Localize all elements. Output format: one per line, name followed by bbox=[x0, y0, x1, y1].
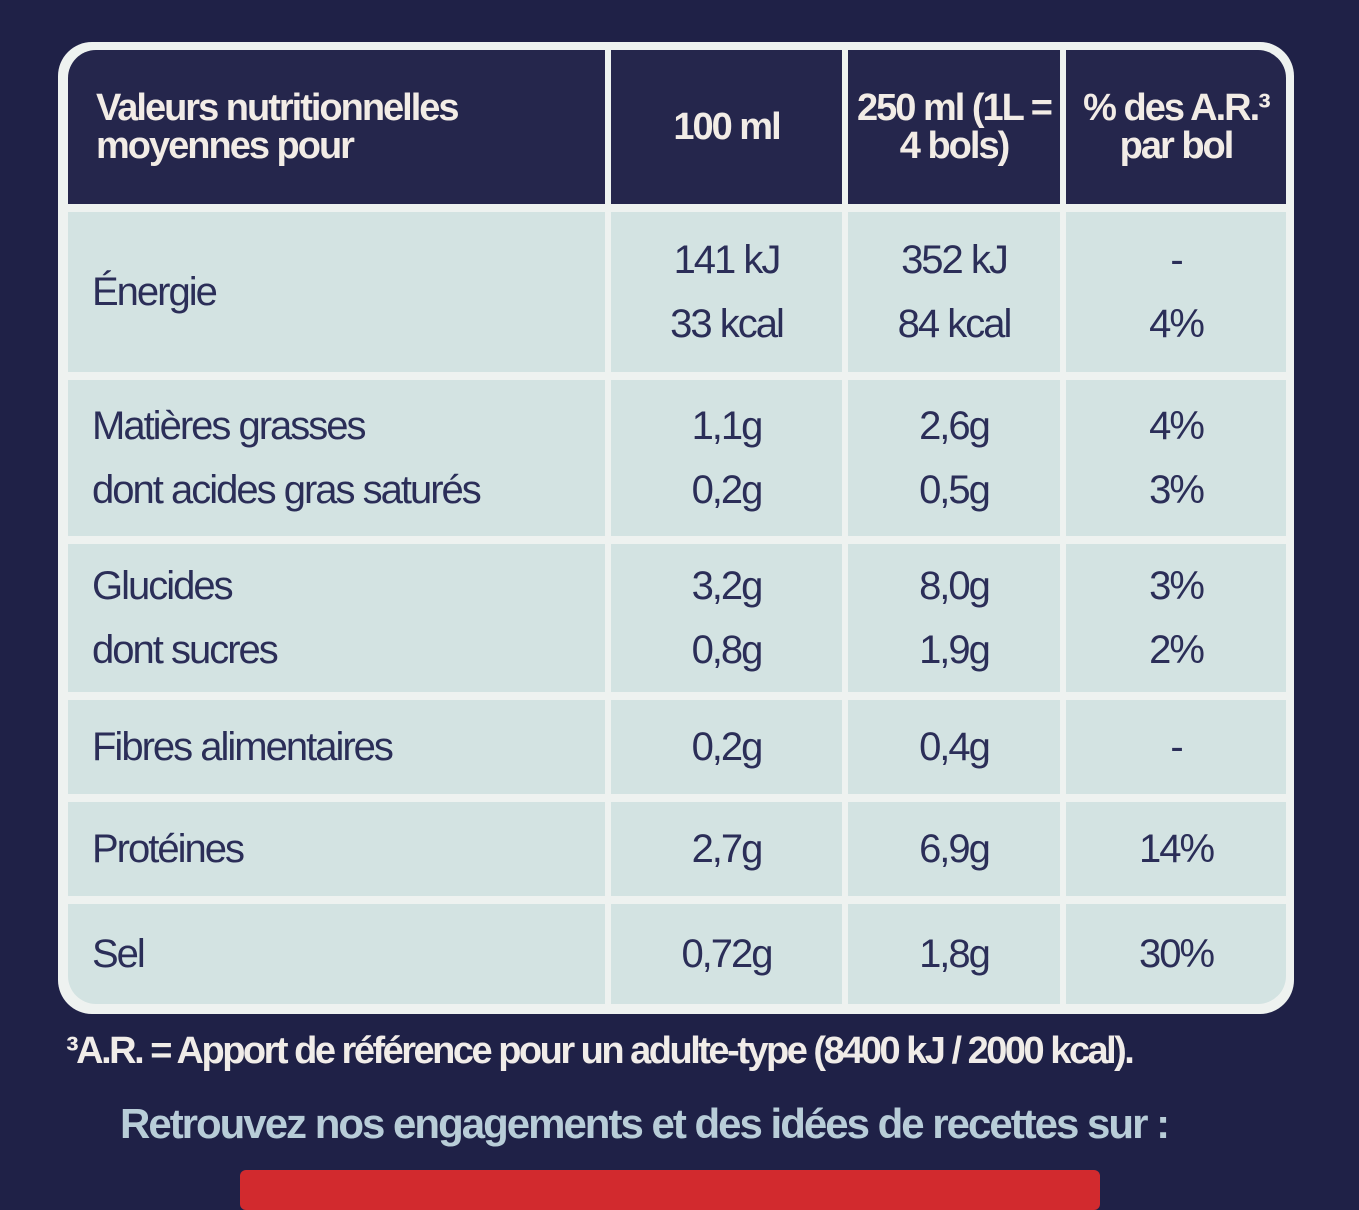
table-cell: 1,1g 0,2g bbox=[608, 376, 848, 544]
table-row: Sel 0,72g 1,8g 30% bbox=[68, 900, 1286, 1004]
header-ar: % des A.R.³ par bol bbox=[1063, 50, 1286, 212]
value-100ml: 0,72g bbox=[608, 900, 848, 1004]
value-ar: 4% bbox=[1149, 404, 1205, 448]
value-100ml: 2,7g bbox=[608, 798, 848, 904]
row-label: Fibres alimentaires bbox=[68, 696, 611, 802]
row-label: Protéines bbox=[68, 798, 611, 904]
value-100ml: 1,1g bbox=[691, 404, 764, 448]
value-ar: 3% bbox=[1149, 564, 1205, 608]
table-cell: 2,6g 0,5g bbox=[845, 376, 1066, 544]
value-250ml: 8,0g bbox=[919, 564, 991, 608]
footnote: ³A.R. = Apport de référence pour un adul… bbox=[66, 1030, 1135, 1072]
table-row: Fibres alimentaires 0,2g 0,4g - bbox=[68, 696, 1286, 802]
value-ar: - 4% bbox=[1063, 208, 1286, 380]
value-ar-kj: - bbox=[1170, 238, 1183, 282]
value-250ml-sub: 1,9g bbox=[919, 628, 991, 672]
value-ar-kcal: 4% bbox=[1149, 302, 1205, 346]
table-cell: Glucides dont sucres bbox=[68, 540, 611, 700]
value-kj: 352 kJ bbox=[901, 238, 1009, 282]
table-row: Protéines 2,7g 6,9g 14% bbox=[68, 798, 1286, 904]
nutrition-table: Valeurs nutritionnelles moyennes pour 10… bbox=[68, 50, 1286, 1004]
row-sublabel: dont acides gras saturés bbox=[92, 468, 482, 512]
table-cell: 4% 3% bbox=[1063, 376, 1286, 544]
table-header-row: Valeurs nutritionnelles moyennes pour 10… bbox=[68, 50, 1286, 212]
table-cell: 8,0g 1,9g bbox=[845, 540, 1066, 700]
value-250ml-sub: 0,5g bbox=[919, 468, 991, 512]
header-label: Valeurs nutritionnelles moyennes pour bbox=[68, 50, 611, 212]
value-kcal: 84 kcal bbox=[897, 302, 1013, 346]
table-cell: Matières grasses dont acides gras saturés bbox=[68, 376, 611, 544]
header-100ml: 100 ml bbox=[608, 50, 848, 212]
value-250ml: 2,6g bbox=[919, 404, 991, 448]
value-kj: 141 kJ bbox=[673, 238, 782, 282]
row-label: Énergie bbox=[68, 208, 611, 380]
value-kcal: 33 kcal bbox=[670, 302, 785, 346]
value-ar: 14% bbox=[1063, 798, 1286, 904]
value-ar: - bbox=[1063, 696, 1286, 802]
recipes-cta-text: Retrouvez nos engagements et des idées d… bbox=[120, 1100, 1170, 1147]
value-100ml: 0,2g bbox=[608, 696, 848, 802]
value-ar: 30% bbox=[1063, 900, 1286, 1004]
row-label: Sel bbox=[68, 900, 611, 1004]
value-250ml: 1,8g bbox=[845, 900, 1066, 1004]
value-ar-sub: 2% bbox=[1149, 628, 1205, 672]
value-100ml-sub: 0,8g bbox=[691, 628, 764, 672]
row-label: Matières grasses bbox=[92, 404, 367, 448]
table-row: Glucides dont sucres 3,2g 0,8g 8,0g 1,9g 3%… bbox=[68, 540, 1286, 700]
value-100ml: 3,2g bbox=[691, 564, 764, 608]
red-banner bbox=[240, 1170, 1100, 1210]
table-cell: 3,2g 0,8g bbox=[608, 540, 848, 700]
value-250ml: 0,4g bbox=[845, 696, 1066, 802]
row-label: Glucides bbox=[92, 564, 234, 608]
table-row: Énergie 141 kJ 33 kcal 352 kJ 84 kcal - 4% bbox=[68, 208, 1286, 380]
value-ar-sub: 3% bbox=[1149, 468, 1205, 512]
value-100ml: 141 kJ 33 kcal bbox=[608, 208, 848, 380]
table-row: Matières grasses dont acides gras saturés… bbox=[68, 376, 1286, 544]
table-cell: 3% 2% bbox=[1063, 540, 1286, 700]
value-250ml: 352 kJ 84 kcal bbox=[845, 208, 1066, 380]
row-sublabel: dont sucres bbox=[92, 628, 279, 672]
header-250ml: 250 ml (1L = 4 bols) bbox=[845, 50, 1066, 212]
value-250ml: 6,9g bbox=[845, 798, 1066, 904]
value-100ml-sub: 0,2g bbox=[691, 468, 764, 512]
